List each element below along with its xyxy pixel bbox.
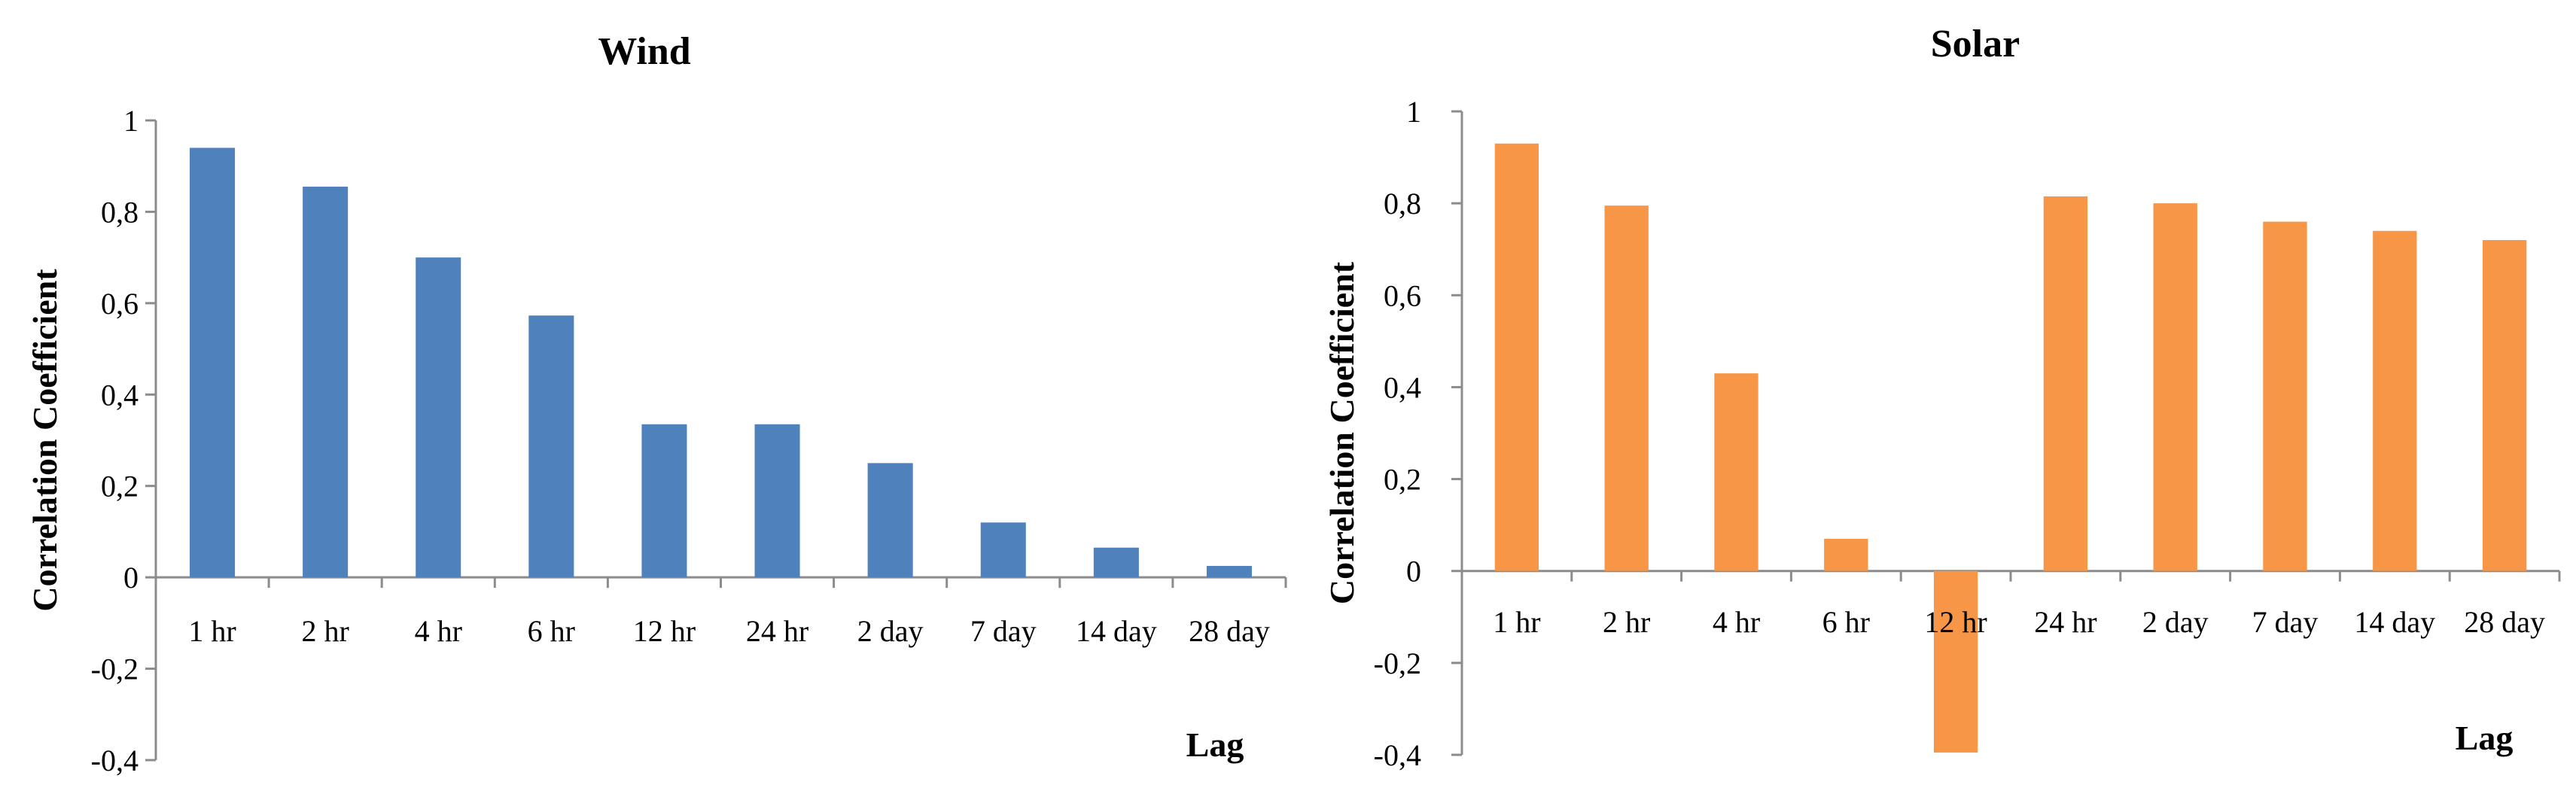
y-tick-label-solar: 0,8: [1384, 187, 1421, 221]
y-tick-label-wind: 0,6: [101, 287, 139, 321]
bar-wind-10: [1206, 565, 1252, 578]
y-tick-label-wind: 0,8: [101, 195, 139, 229]
category-label-wind: 1 hr: [188, 614, 236, 648]
bar-solar-8: [2263, 221, 2307, 571]
y-tick-label-wind: 1: [123, 104, 139, 138]
y-tick-label-wind: 0,2: [101, 470, 139, 503]
y-tick-label-wind: 0,4: [101, 378, 139, 412]
y-tick-label-wind: -0,2: [91, 652, 139, 686]
bar-solar-1: [1494, 143, 1539, 571]
bar-solar-7: [2153, 203, 2197, 571]
bar-wind-6: [754, 424, 800, 578]
x-axis-label-wind: Lag: [1186, 725, 1244, 764]
category-label-solar: 6 hr: [1822, 605, 1870, 639]
bar-wind-4: [528, 315, 574, 578]
category-label-wind: 24 hr: [746, 614, 808, 648]
category-label-solar: 24 hr: [2034, 605, 2096, 639]
category-label-solar: 14 day: [2354, 605, 2435, 639]
bar-wind-5: [641, 424, 687, 578]
bar-solar-10: [2482, 240, 2527, 571]
category-label-wind: 14 day: [1076, 614, 1157, 648]
y-tick-label-solar: -0,2: [1374, 646, 1421, 680]
bar-solar-6: [2043, 196, 2088, 571]
category-label-solar: 2 hr: [1603, 605, 1650, 639]
category-label-solar: 12 hr: [1924, 605, 1987, 639]
category-label-wind: 12 hr: [633, 614, 696, 648]
y-tick-label-solar: 0: [1406, 555, 1421, 589]
bar-wind-7: [867, 463, 913, 578]
y-tick-label-solar: 1: [1406, 95, 1421, 129]
y-tick-label-solar: -0,4: [1374, 738, 1421, 772]
x-axis-label-solar: Lag: [2456, 719, 2514, 757]
bar-solar-3: [1714, 373, 1758, 571]
category-label-wind: 7 day: [970, 614, 1037, 648]
bar-solar-5: [1933, 570, 1978, 753]
bar-solar-4: [1824, 538, 1868, 571]
bar-solar-2: [1604, 205, 1649, 571]
category-label-solar: 2 day: [2142, 605, 2209, 639]
y-axis-label-solar: Correlation Coefficient: [1323, 261, 1361, 604]
bar-wind-3: [416, 257, 461, 578]
y-tick-label-wind: -0,4: [91, 744, 139, 777]
chart-title-wind: Wind: [598, 30, 690, 73]
y-tick-label-solar: 0,6: [1384, 278, 1421, 312]
chart-panel-solar: Solar Correlation Coefficient Lag -0,4 -0,2 0…: [1323, 23, 2561, 772]
category-label-solar: 1 hr: [1493, 605, 1540, 639]
category-label-wind: 6 hr: [528, 614, 575, 648]
y-tick-label-wind: 0: [123, 561, 139, 595]
bar-wind-8: [980, 522, 1026, 578]
bar-solar-9: [2373, 230, 2417, 571]
category-label-wind: 28 day: [1189, 614, 1270, 648]
y-tick-label-solar: 0,2: [1384, 463, 1421, 497]
category-label-wind: 4 hr: [415, 614, 462, 648]
y-tick-label-solar: 0,4: [1384, 370, 1421, 404]
chart-panel-wind: Wind Correlation Coefficient Lag -0,4 -0,2 0 0…: [26, 30, 1287, 777]
y-axis-label-wind: Correlation Coefficient: [26, 269, 64, 612]
category-label-wind: 2 hr: [301, 614, 349, 648]
category-label-solar: 28 day: [2464, 605, 2545, 639]
bar-wind-1: [190, 148, 236, 578]
bar-wind-9: [1093, 547, 1139, 578]
category-label-solar: 7 day: [2252, 605, 2319, 639]
bar-wind-2: [303, 187, 349, 578]
category-label-solar: 4 hr: [1713, 605, 1760, 639]
category-label-wind: 2 day: [857, 614, 924, 648]
chart-title-solar: Solar: [1931, 23, 2020, 65]
